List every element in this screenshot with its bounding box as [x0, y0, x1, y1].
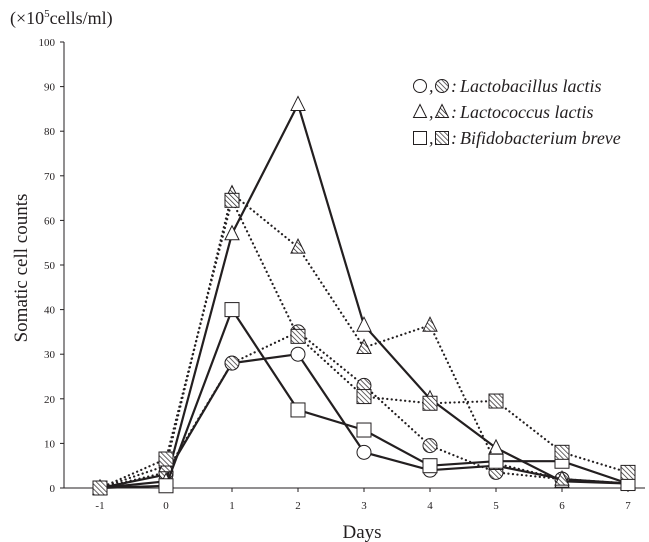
legend-marker-hatched-triangle	[434, 103, 450, 118]
series-circle-solid	[92, 346, 636, 496]
data-point-triangle	[224, 224, 240, 241]
data-point-square	[356, 422, 372, 438]
data-point-square	[224, 302, 240, 318]
data-point-triangle	[290, 238, 306, 254]
legend-item-circle: ,: Lactobacillus lactis	[413, 76, 602, 96]
legend-colon: :	[451, 76, 457, 96]
legend-marker-open-circle	[413, 79, 427, 93]
data-point-triangle	[422, 316, 438, 332]
x-tick-label: 1	[229, 500, 235, 512]
x-tick-label: 5	[493, 500, 499, 512]
data-point-square	[554, 444, 570, 460]
y-tick-label: 40	[44, 305, 56, 317]
x-tick-label: 0	[163, 500, 169, 512]
y-axis-label: Somatic cell counts	[11, 194, 32, 343]
data-point-square	[422, 395, 438, 411]
x-tick-label: 6	[559, 500, 565, 512]
data-point-square	[422, 458, 438, 474]
data-point-circle	[224, 355, 240, 371]
y-unit-exponent: 5	[44, 8, 50, 20]
legend-colon: :	[451, 102, 457, 122]
x-tick-label: -1	[95, 500, 104, 512]
legend-separator: ,	[429, 102, 434, 122]
x-tick-label: 4	[427, 500, 433, 512]
y-unit-prefix: (×10	[10, 8, 44, 29]
x-tick-label: 3	[361, 500, 367, 512]
x-tick-label: 2	[295, 500, 301, 512]
legend-marker-open-square	[413, 131, 427, 145]
y-unit-suffix: cells/ml)	[50, 8, 113, 29]
legend-item-square: ,: Bifidobacterium breve	[413, 128, 621, 148]
data-point-triangle	[356, 316, 372, 332]
y-tick-label: 10	[44, 438, 56, 450]
y-unit-label: (×105cells/ml)	[10, 8, 113, 29]
legend-marker-hatched-circle	[435, 79, 449, 93]
data-point-triangle	[290, 95, 306, 111]
x-axis-label: Days	[342, 522, 381, 542]
x-tick-label: 7	[625, 500, 631, 512]
data-point-circle	[290, 346, 306, 362]
y-tick-label: 50	[44, 260, 56, 272]
data-point-triangle	[554, 469, 570, 486]
series-line	[98, 353, 630, 490]
data-point-square	[356, 389, 372, 405]
data-point-square	[224, 192, 240, 208]
legend-separator: ,	[429, 76, 434, 96]
legend-marker-open-triangle	[412, 103, 428, 118]
data-point-square	[158, 451, 174, 467]
legend-label: Lactococcus lactis	[459, 102, 593, 122]
data-point-square	[92, 480, 108, 496]
series-line	[98, 330, 630, 490]
ticks-layer: 0 10 20 30 40 50 60 70 80 90 100 -1 0 1 2 3 4 5 6 7	[39, 37, 632, 512]
y-tick-label: 20	[44, 394, 56, 406]
data-point-square	[290, 402, 306, 418]
data-point-square	[620, 464, 636, 480]
legend-item-triangle: ,: Lactococcus lactis	[412, 102, 593, 122]
y-tick-label: 100	[39, 37, 56, 49]
y-tick-label: 70	[44, 171, 56, 183]
data-point-triangle	[356, 338, 372, 355]
legend: ,: Lactobacillus lactis,: Lactococcus lact…	[412, 76, 621, 148]
y-tick-label: 30	[44, 349, 56, 361]
data-point-square	[158, 478, 174, 494]
legend-label: Lactobacillus lactis	[459, 76, 602, 96]
y-tick-label: 60	[44, 215, 56, 227]
y-tick-label: 80	[44, 126, 56, 138]
data-point-square	[488, 393, 504, 409]
y-tick-label: 90	[44, 82, 56, 94]
series-line	[98, 192, 630, 490]
data-point-square	[290, 328, 306, 344]
legend-label: Bifidobacterium breve	[460, 128, 621, 148]
legend-separator: ,	[429, 128, 434, 148]
data-point-circle	[422, 438, 438, 454]
y-tick-label: 0	[50, 483, 56, 495]
series-layer	[92, 95, 636, 496]
data-point-circle	[356, 444, 372, 460]
data-point-square	[488, 453, 504, 469]
legend-marker-hatched-square	[435, 131, 449, 145]
series-square-dotted	[92, 192, 636, 496]
legend-colon: :	[451, 128, 457, 148]
